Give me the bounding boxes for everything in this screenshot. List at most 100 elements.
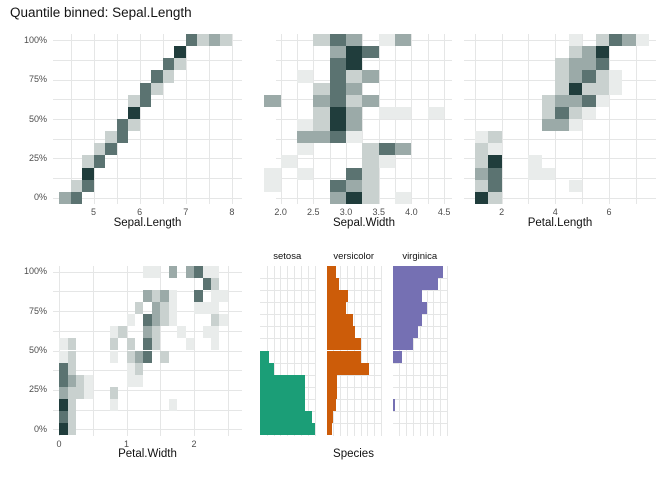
heatmap-tile bbox=[313, 131, 330, 144]
heatmap-tile bbox=[67, 338, 76, 351]
species-bar bbox=[326, 289, 349, 302]
gridline bbox=[53, 409, 242, 411]
heatmap-tile bbox=[488, 179, 502, 192]
gridline bbox=[392, 411, 447, 413]
heatmap-tile bbox=[541, 167, 556, 180]
panel-species-versicolor bbox=[326, 265, 382, 436]
panel-species-virginica bbox=[392, 265, 448, 436]
species-bar bbox=[326, 411, 334, 424]
heatmap-tile bbox=[555, 106, 569, 119]
panel-species-setosa bbox=[260, 265, 316, 436]
y-tick-label: 50% bbox=[28, 113, 47, 124]
heatmap-tile bbox=[139, 82, 152, 95]
gridline bbox=[326, 301, 381, 303]
heatmap-tile bbox=[194, 289, 203, 302]
gridline bbox=[326, 399, 381, 401]
gridline bbox=[392, 362, 447, 364]
heatmap-tile bbox=[555, 94, 569, 107]
heatmap-tile bbox=[202, 277, 211, 290]
heatmap-tile bbox=[168, 265, 178, 278]
gridline bbox=[392, 338, 447, 340]
heatmap-tile bbox=[474, 179, 489, 192]
species-bar bbox=[392, 301, 427, 315]
heatmap-tile bbox=[346, 191, 363, 204]
heatmap-tile bbox=[59, 399, 68, 412]
y-tick-label: 25% bbox=[28, 152, 47, 163]
heatmap-tile bbox=[346, 82, 363, 95]
x-axis-title: Sepal.Length bbox=[113, 216, 182, 229]
heatmap-tile bbox=[75, 374, 85, 387]
heatmap-tile bbox=[595, 82, 609, 95]
strip-label: virginica bbox=[402, 251, 438, 262]
heatmap-tile bbox=[296, 119, 314, 132]
gridline bbox=[392, 350, 447, 352]
heatmap-tile bbox=[555, 82, 569, 95]
heatmap-tile bbox=[595, 70, 609, 83]
x-tick-label: 2 bbox=[499, 207, 505, 217]
gridline bbox=[53, 40, 242, 42]
heatmap-tile bbox=[541, 106, 556, 119]
gridline bbox=[464, 158, 656, 160]
heatmap-tile bbox=[82, 179, 94, 192]
heatmap-tile bbox=[59, 411, 68, 424]
gridline bbox=[53, 59, 242, 61]
gridline bbox=[392, 386, 447, 388]
heatmap-tile bbox=[168, 301, 178, 315]
heatmap-tile bbox=[116, 119, 129, 132]
heatmap-tile bbox=[568, 106, 583, 119]
heatmap-tile bbox=[151, 82, 163, 95]
heatmap-tile bbox=[151, 326, 161, 339]
heatmap-tile bbox=[128, 106, 140, 119]
heatmap-tile bbox=[174, 58, 186, 71]
x-tick-label: 3.0 bbox=[339, 207, 353, 217]
heatmap-tile bbox=[622, 34, 636, 47]
species-bar bbox=[326, 386, 338, 400]
x-tick-label: 6 bbox=[137, 207, 143, 217]
gridline bbox=[326, 411, 381, 413]
gridline bbox=[53, 138, 242, 140]
heatmap-tile bbox=[128, 119, 140, 132]
gridline bbox=[276, 138, 452, 140]
heatmap-tile bbox=[59, 338, 68, 351]
heatmap-tile bbox=[126, 314, 135, 327]
y-tick-label: 100% bbox=[23, 34, 47, 45]
species-bar bbox=[326, 265, 336, 278]
heatmap-tile bbox=[582, 82, 596, 95]
heatmap-tile bbox=[474, 155, 489, 168]
heatmap-tile bbox=[84, 386, 93, 400]
gridline bbox=[260, 338, 315, 340]
gridline bbox=[392, 399, 447, 401]
x-tick-label: 8 bbox=[229, 207, 235, 217]
heatmap-tile bbox=[264, 179, 281, 192]
heatmap-tile bbox=[346, 58, 363, 71]
heatmap-tile bbox=[194, 265, 203, 278]
x-axis-title: Petal.Width bbox=[118, 448, 177, 460]
heatmap-tile bbox=[126, 374, 135, 387]
gridline bbox=[464, 138, 656, 140]
y-tick-label: 50% bbox=[28, 345, 47, 355]
heatmap-tile bbox=[143, 314, 152, 327]
heatmap-tile bbox=[135, 301, 144, 315]
x-tick-label: 7 bbox=[183, 207, 189, 217]
heatmap-tile bbox=[177, 326, 186, 339]
heatmap-tile bbox=[488, 191, 502, 204]
heatmap-tile bbox=[568, 179, 583, 192]
heatmap-tile bbox=[264, 94, 281, 107]
heatmap-tile bbox=[582, 58, 596, 71]
heatmap-tile bbox=[329, 131, 346, 144]
heatmap-tile bbox=[474, 167, 489, 180]
heatmap-tile bbox=[329, 82, 346, 95]
heatmap-tile bbox=[75, 386, 85, 400]
heatmap-tile bbox=[168, 314, 178, 327]
heatmap-tile bbox=[378, 34, 396, 47]
gridline bbox=[276, 59, 452, 61]
heatmap-tile bbox=[109, 326, 119, 339]
gridline bbox=[260, 314, 315, 316]
heatmap-tile bbox=[329, 106, 346, 119]
heatmap-tile bbox=[474, 191, 489, 204]
heatmap-tile bbox=[185, 34, 198, 47]
heatmap-tile bbox=[202, 326, 211, 339]
heatmap-tile bbox=[139, 94, 152, 107]
y-tick-label: 75% bbox=[28, 74, 47, 85]
